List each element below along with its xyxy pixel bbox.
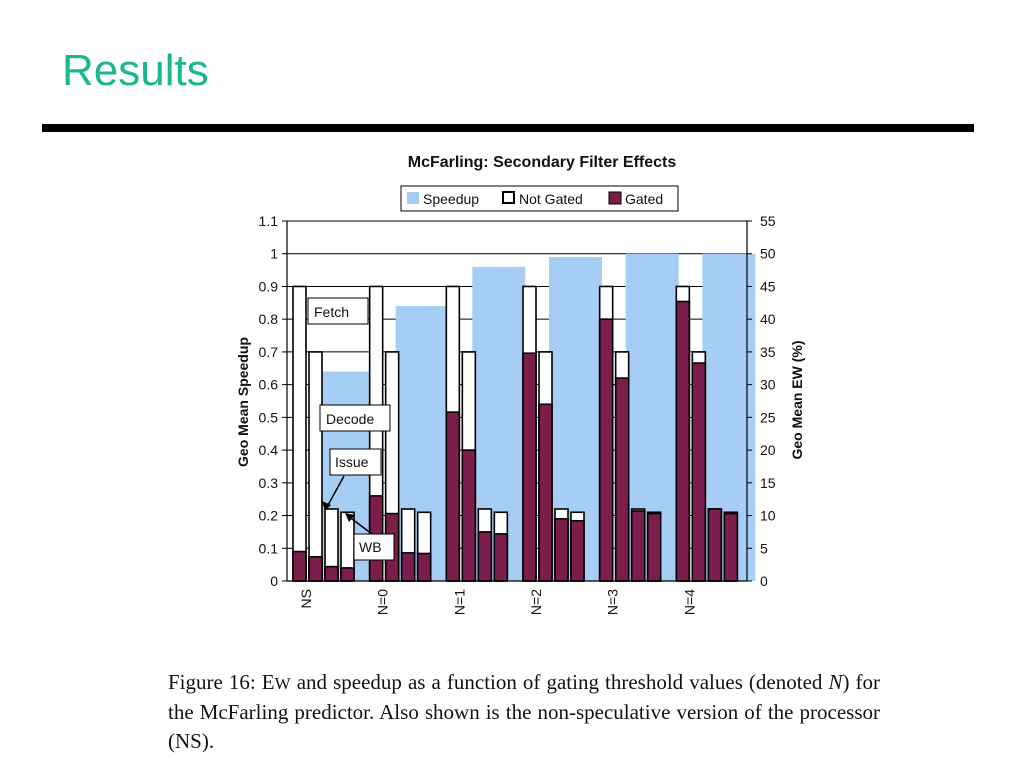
- y-tick-label: 0.4: [259, 442, 279, 458]
- chart: McFarling: Secondary Filter Effects Spee…: [235, 154, 805, 615]
- y2-tick-label: 30: [760, 377, 776, 393]
- y-tick-label: 0.9: [259, 278, 279, 294]
- x-category-label: NS: [298, 589, 314, 608]
- gated-bar: [598, 318, 614, 582]
- annotation-wb: WB: [359, 539, 382, 555]
- gated-bar: [554, 518, 569, 582]
- gated-bar: [675, 300, 691, 582]
- y2-tick-label: 20: [760, 442, 776, 458]
- gated-bar: [570, 519, 585, 582]
- y-ticks-right: 0 5 10 15 20 25 30 35 40 45 50 55: [760, 213, 776, 589]
- legend-label-not-gated: Not Gated: [519, 191, 583, 207]
- gated-bar: [477, 531, 493, 582]
- slide-title: Results: [62, 46, 209, 95]
- y2-tick-label: 25: [760, 409, 776, 425]
- y2-tick-label: 10: [760, 508, 776, 524]
- x-category-label: N=4: [681, 589, 697, 615]
- gated-bar: [707, 508, 723, 582]
- figure-caption: Figure 16: EW and speedup as a function …: [168, 668, 880, 756]
- chart-legend: Speedup Not Gated Gated: [400, 185, 679, 212]
- gated-bar: [691, 362, 707, 582]
- caption-mid: and speedup as a function of gating thre…: [290, 670, 829, 694]
- y2-tick-label: 55: [760, 213, 776, 229]
- y2-tick-label: 35: [760, 344, 776, 360]
- x-category-label: N=0: [375, 589, 391, 615]
- caption-prefix: Figure 16:: [168, 670, 262, 694]
- y-tick-label: 1: [270, 246, 278, 262]
- y2-tick-label: 40: [760, 311, 776, 327]
- legend-label-speedup: Speedup: [423, 191, 479, 207]
- annotation-arrow-wb: [347, 515, 373, 535]
- gated-bar: [493, 533, 509, 582]
- caption-ew-w: W: [274, 674, 291, 693]
- y-ticks-left: 0 0.1 0.2 0.3 0.4 0.5 0.6 0.7 0.8 0.9 1 1.1: [259, 213, 279, 589]
- gated-bar: [308, 555, 323, 582]
- gated-bar: [614, 377, 630, 582]
- y-axis-label-right: Geo Mean EW (%): [789, 340, 805, 459]
- gated-bar: [461, 449, 477, 582]
- caption-ew-e: E: [261, 670, 275, 694]
- legend-swatch-gated: [608, 191, 622, 205]
- annotation-arrow-issue: [326, 475, 345, 508]
- gated-bar: [416, 552, 432, 582]
- y-tick-label: 0.5: [259, 409, 279, 425]
- annotation-arrowhead-wb: [345, 513, 355, 522]
- y2-tick-label: 45: [760, 278, 776, 294]
- axes: [282, 220, 752, 582]
- caption-end: ) for the McFarling predictor. Also show…: [168, 670, 881, 753]
- gated-bar: [340, 567, 355, 582]
- gated-bar: [723, 512, 739, 582]
- gated-bar: [538, 403, 553, 582]
- gated-bar: [400, 552, 416, 582]
- chart-title: McFarling: Secondary Filter Effects: [408, 154, 677, 171]
- y-tick-label: 0.2: [259, 508, 279, 524]
- caption-n: N: [828, 670, 843, 694]
- gated-bar: [646, 512, 662, 582]
- y-tick-label: 0: [270, 573, 278, 589]
- y-tick-label: 0.6: [259, 377, 279, 393]
- gated-bar: [522, 352, 537, 582]
- gated-bar: [324, 565, 339, 582]
- annotation-fetch: Fetch: [314, 304, 349, 320]
- y-tick-label: 0.3: [259, 475, 279, 491]
- annotation-box-issue: [329, 448, 382, 476]
- annotation-issue: Issue: [335, 454, 369, 470]
- ew-bars: [292, 285, 739, 582]
- y-tick-label: 1.1: [259, 213, 279, 229]
- y-tick-label: 0.1: [259, 540, 279, 556]
- title-divider: [42, 124, 974, 132]
- y2-tick-label: 15: [760, 475, 776, 491]
- y2-tick-label: 5: [760, 540, 768, 556]
- gated-bar: [630, 510, 646, 582]
- annotation-box-decode: [319, 404, 391, 432]
- y-tick-label: 0.7: [259, 344, 279, 360]
- x-category-label: N=3: [605, 589, 621, 615]
- legend-swatch-speedup: [407, 192, 419, 204]
- not-gated-bar: [292, 285, 307, 582]
- gated-bar: [445, 411, 461, 582]
- legend-box: [400, 185, 679, 212]
- annotation-box-fetch: [307, 297, 369, 325]
- x-category-label: N=2: [528, 589, 544, 615]
- annotation-arrowhead-issue: [322, 501, 331, 511]
- x-category-labels: NS N=0 N=1 N=2 N=3 N=4: [298, 589, 697, 615]
- legend-swatch-not-gated: [502, 191, 515, 204]
- stage-annotations: Fetch Decode Issue WB: [307, 297, 395, 561]
- y2-tick-label: 50: [760, 246, 776, 262]
- y2-tick-label: 0: [760, 573, 768, 589]
- x-category-label: N=1: [451, 589, 467, 615]
- annotation-decode: Decode: [326, 411, 374, 427]
- annotation-box-wb: [353, 533, 395, 561]
- legend-label-gated: Gated: [625, 191, 663, 207]
- y-axis-label-left: Geo Mean Speedup: [235, 337, 251, 467]
- not-gated-bar: [308, 351, 323, 582]
- y-tick-label: 0.8: [259, 311, 279, 327]
- gated-bar: [292, 550, 307, 582]
